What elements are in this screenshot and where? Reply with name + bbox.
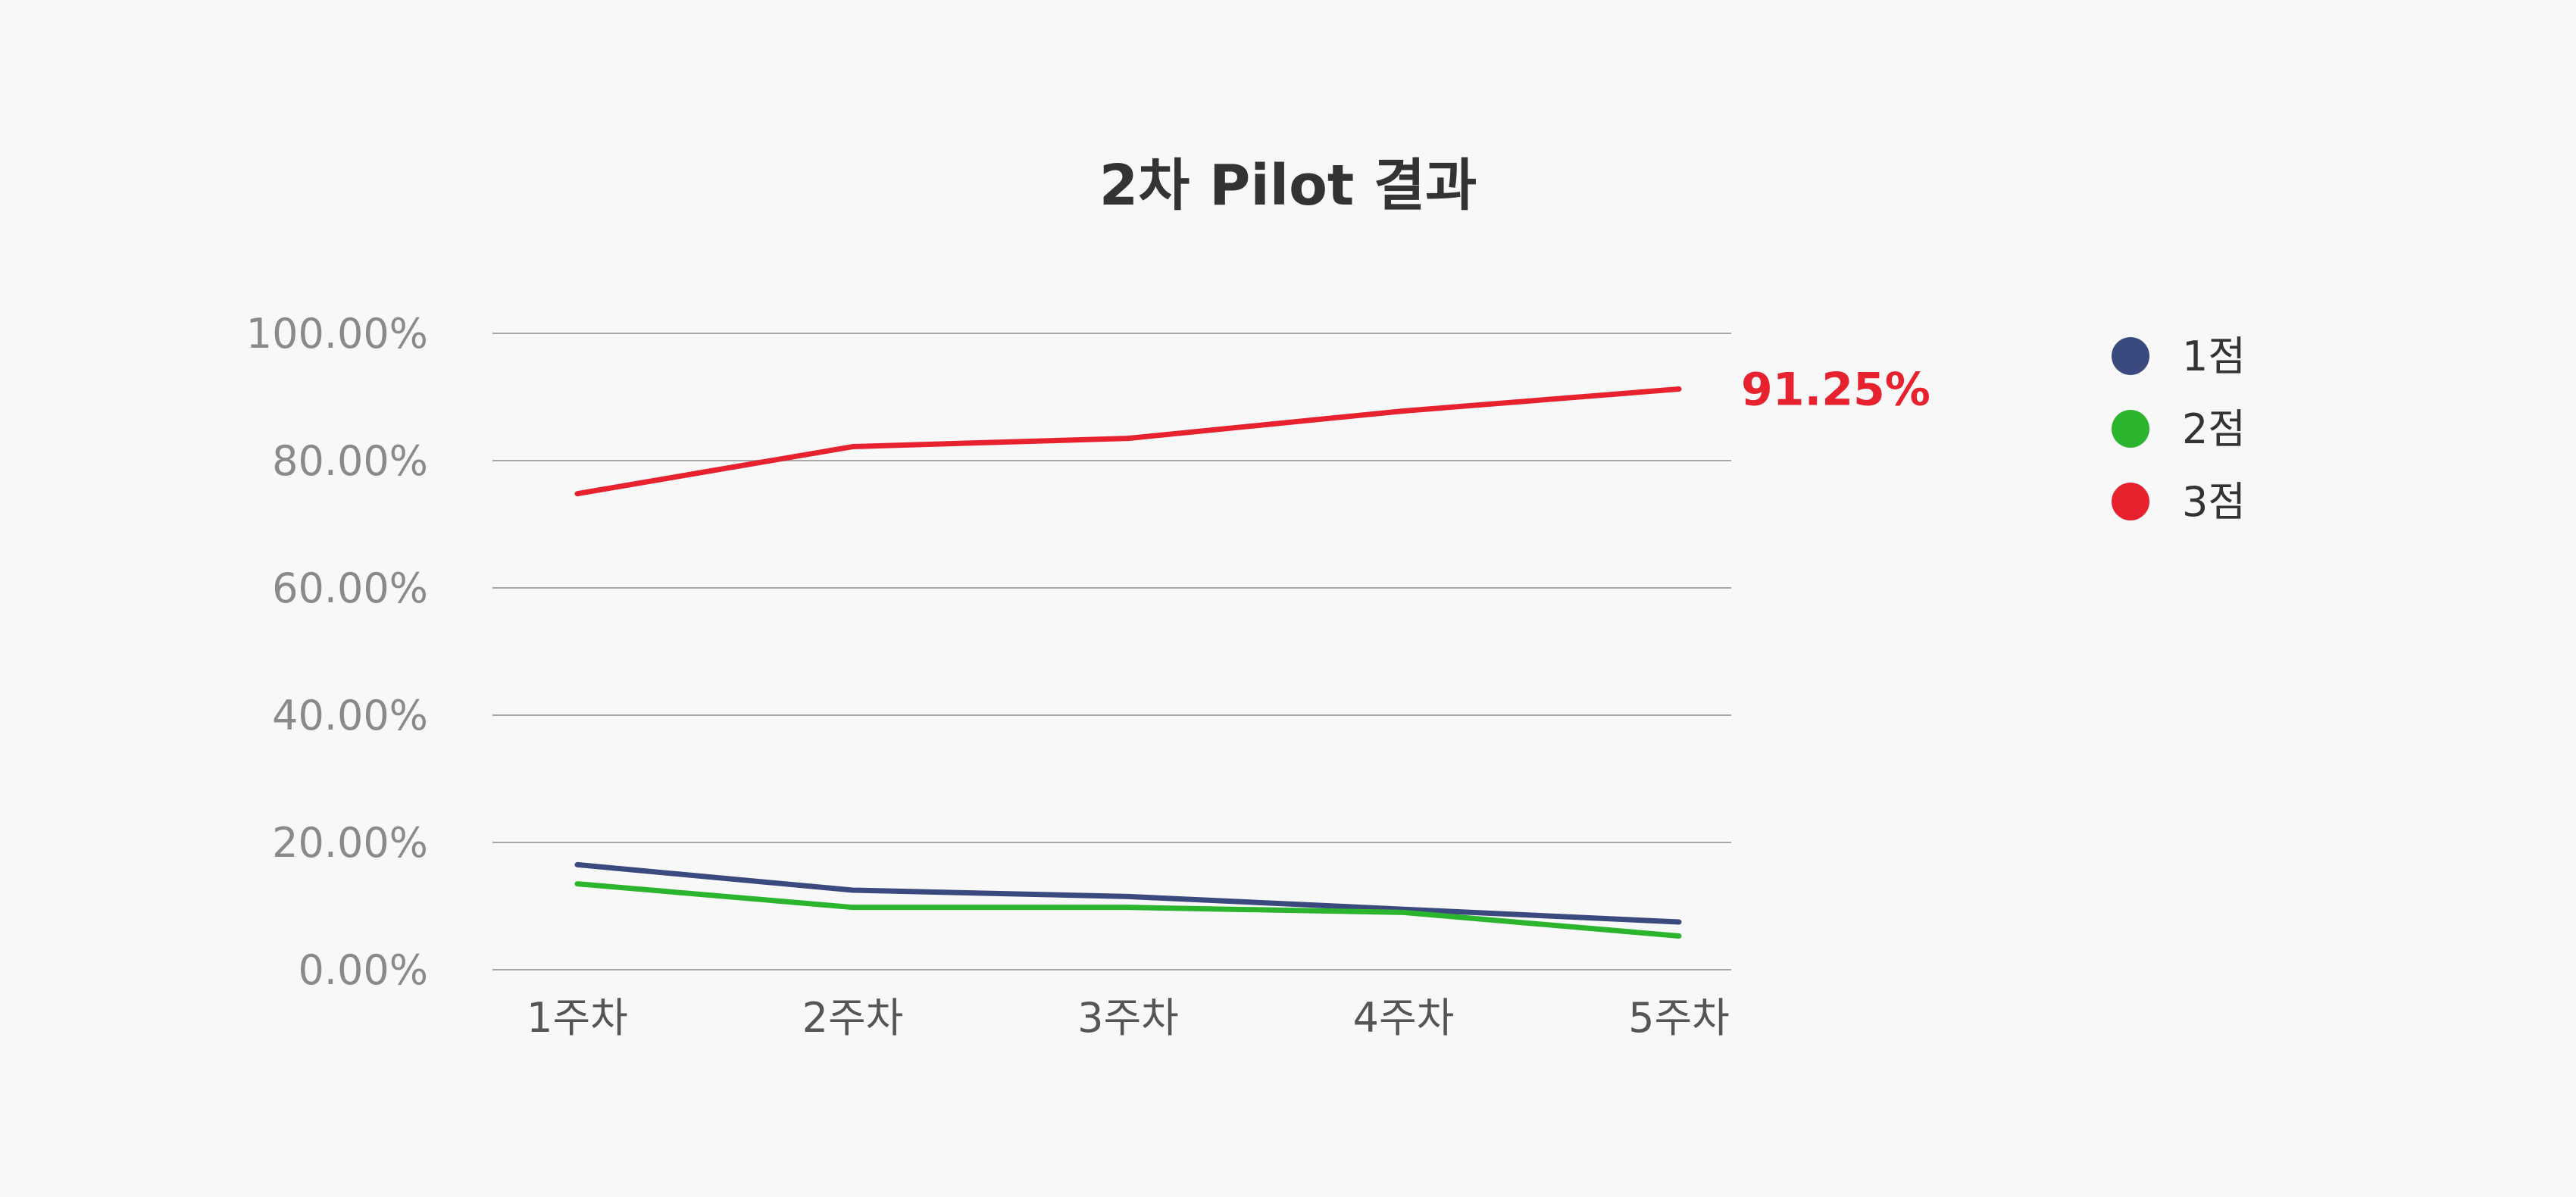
series-line-1점 (574, 861, 1682, 925)
legend: 1점 2점 3점 (2112, 333, 2246, 526)
legend-marker (2112, 483, 2149, 520)
y-tick-label: 20.00% (272, 819, 428, 867)
legend-label: 1점 (2182, 333, 2246, 380)
chart-title: 2차 Pilot 결과 (1099, 153, 1477, 218)
gridlines (492, 333, 1731, 970)
y-axis-ticks: 100.00% 80.00% 60.00% 40.00% 20.00% 0.00% (246, 310, 428, 994)
x-tick-label: 4주차 (1353, 994, 1455, 1042)
x-tick-label: 5주차 (1628, 994, 1730, 1042)
y-tick-label: 0.00% (298, 946, 428, 994)
y-tick-label: 40.00% (272, 692, 428, 739)
x-tick-label: 2주차 (802, 994, 904, 1042)
series-line-3점 (574, 386, 1682, 497)
y-tick-label: 60.00% (272, 564, 428, 612)
legend-marker (2112, 410, 2149, 448)
x-axis-ticks: 1주차 2주차 3주차 4주차 5주차 (527, 994, 1730, 1042)
x-tick-label: 1주차 (527, 994, 628, 1042)
legend-label: 2점 (2182, 405, 2246, 453)
series-line-2점 (574, 881, 1682, 939)
data-label: 91.25% (1741, 364, 1930, 417)
legend-marker (2112, 337, 2149, 375)
x-tick-label: 3주차 (1077, 994, 1179, 1042)
y-tick-label: 100.00% (246, 310, 428, 358)
legend-label: 3점 (2182, 478, 2246, 526)
data-labels: 91.25% (1741, 364, 1930, 417)
y-tick-label: 80.00% (272, 437, 428, 485)
series-lines (574, 386, 1682, 939)
